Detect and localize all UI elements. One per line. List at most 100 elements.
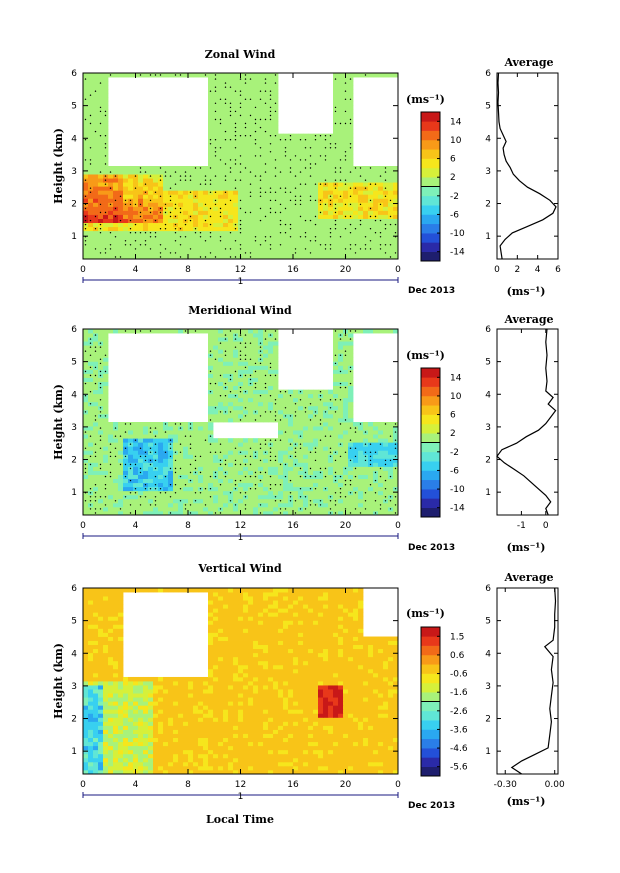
heatmap-cell bbox=[328, 478, 334, 484]
heatmap-cell bbox=[98, 206, 104, 211]
heatmap-cell bbox=[298, 430, 304, 435]
contour-dot bbox=[299, 391, 302, 393]
contour-dot bbox=[379, 508, 382, 510]
heatmap-cell bbox=[283, 226, 289, 232]
heatmap-cell bbox=[263, 446, 269, 451]
heatmap-cell bbox=[103, 190, 109, 195]
heatmap-cell bbox=[233, 490, 239, 496]
contour-dot bbox=[84, 471, 87, 474]
heatmap-cell bbox=[88, 210, 94, 215]
contour-dot bbox=[189, 175, 192, 177]
contour-dot bbox=[234, 122, 237, 125]
heatmap-cell bbox=[138, 426, 144, 431]
heatmap-cell bbox=[333, 434, 339, 439]
zonal-colorbar-unit: (ms⁻¹) bbox=[406, 93, 445, 106]
heatmap-cell bbox=[253, 77, 259, 82]
heatmap-cell bbox=[103, 401, 109, 407]
heatmap-cell bbox=[278, 454, 284, 459]
contour-dot bbox=[374, 215, 377, 218]
heatmap-cell bbox=[148, 178, 154, 183]
heatmap-cell bbox=[358, 186, 364, 191]
heatmap-cell bbox=[258, 246, 264, 252]
heatmap-cell bbox=[98, 442, 104, 447]
heatmap-cell bbox=[143, 186, 149, 191]
contour-dot bbox=[364, 459, 367, 462]
heatmap-cell bbox=[178, 246, 184, 252]
heatmap-cell bbox=[373, 458, 379, 463]
heatmap-cell bbox=[293, 218, 299, 224]
heatmap-cell bbox=[173, 506, 179, 512]
heatmap-cell bbox=[328, 238, 334, 244]
heatmap-cell bbox=[143, 206, 149, 211]
heatmap-cell bbox=[168, 490, 174, 496]
heatmap-cell bbox=[168, 230, 174, 236]
heatmap-cell bbox=[318, 510, 324, 516]
heatmap-cell bbox=[363, 482, 369, 488]
heatmap-cell bbox=[368, 510, 374, 516]
contour-dot bbox=[294, 252, 297, 254]
heatmap-cell bbox=[338, 182, 344, 187]
heatmap-cell bbox=[153, 226, 159, 232]
heatmap-cell bbox=[158, 234, 164, 240]
contour-dot bbox=[334, 228, 337, 230]
heatmap-cell bbox=[393, 166, 399, 171]
heatmap-cell bbox=[253, 462, 259, 467]
heatmap-cell bbox=[178, 490, 184, 496]
heatmap-cell bbox=[213, 178, 219, 183]
heatmap-cell bbox=[363, 194, 369, 199]
contour-dot bbox=[239, 207, 242, 210]
contour-dot bbox=[239, 78, 242, 80]
y-tick-label: 3 bbox=[71, 167, 77, 177]
contour-dot bbox=[334, 147, 337, 149]
heatmap-cell bbox=[313, 393, 319, 399]
contour-dot bbox=[304, 159, 307, 161]
heatmap-cell bbox=[198, 210, 204, 215]
heatmap-cell bbox=[283, 397, 289, 403]
contour-dot bbox=[259, 90, 262, 92]
heatmap-cell bbox=[263, 393, 269, 399]
heatmap-cell bbox=[248, 157, 254, 163]
contour-dot bbox=[154, 232, 157, 234]
heatmap-cell bbox=[228, 494, 234, 500]
heatmap-cell bbox=[258, 141, 264, 147]
contour-dot bbox=[114, 207, 117, 210]
heatmap-cell bbox=[358, 462, 364, 467]
heatmap-cell bbox=[383, 230, 389, 236]
heatmap-cell bbox=[103, 73, 109, 78]
heatmap-cell bbox=[233, 242, 239, 248]
heatmap-cell bbox=[278, 470, 284, 475]
heatmap-cell bbox=[238, 141, 244, 147]
heatmap-cell bbox=[178, 506, 184, 512]
heatmap-cell bbox=[243, 446, 249, 451]
heatmap-cell bbox=[328, 486, 334, 492]
heatmap-cell bbox=[273, 450, 279, 455]
heatmap-cell bbox=[128, 174, 134, 179]
heatmap-cell bbox=[98, 190, 104, 195]
heatmap-cell bbox=[333, 482, 339, 488]
contour-dot bbox=[224, 459, 227, 462]
heatmap-cell bbox=[253, 190, 259, 195]
heatmap-cell bbox=[368, 446, 374, 451]
heatmap-cell bbox=[173, 246, 179, 252]
heatmap-cell bbox=[323, 446, 329, 451]
contour-dot bbox=[299, 508, 302, 510]
contour-dot bbox=[219, 512, 222, 514]
heatmap-cell bbox=[343, 117, 349, 122]
heatmap-cell bbox=[303, 254, 309, 260]
average-frame bbox=[496, 72, 559, 260]
heatmap-cell bbox=[313, 166, 319, 171]
heatmap-cell bbox=[198, 206, 204, 211]
heatmap-cell bbox=[158, 470, 164, 475]
contour-dot bbox=[354, 447, 357, 449]
heatmap-cell bbox=[253, 170, 259, 175]
heatmap-cell bbox=[108, 422, 114, 427]
heatmap-cell bbox=[273, 149, 279, 155]
heatmap-cell bbox=[138, 510, 144, 516]
heatmap-cell bbox=[368, 470, 374, 475]
contour-dot bbox=[309, 163, 312, 165]
contour-dot bbox=[354, 228, 357, 230]
heatmap-cell bbox=[363, 510, 369, 516]
heatmap-cell bbox=[378, 194, 384, 199]
heatmap-cell bbox=[243, 478, 249, 484]
heatmap-cell bbox=[218, 101, 224, 106]
